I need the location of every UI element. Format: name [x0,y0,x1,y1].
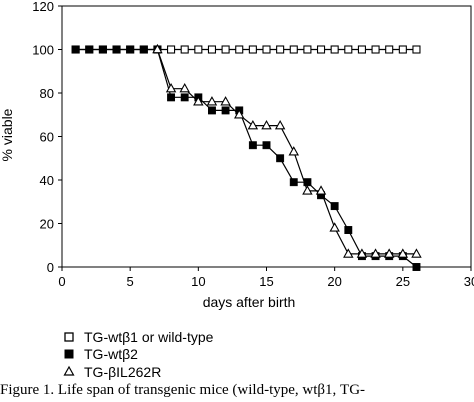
y-tick-label: 40 [40,173,54,188]
data-point-open-triangle [247,119,259,130]
data-point-open-triangle [397,248,409,258]
y-tick-label: 60 [40,130,54,145]
y-tick-label: 100 [32,43,54,58]
data-point-open-square [221,45,230,54]
data-point-filled-square [71,45,80,54]
data-point-open-square [276,45,285,54]
data-point-open-triangle [370,248,381,258]
figure-caption: Figure 1. Life span of transgenic mice (… [0,382,366,398]
series-line-il262r [156,49,417,255]
plot-frame [61,5,472,268]
data-point-filled-square [262,141,271,150]
x-tick-label: 15 [259,274,273,289]
data-point-open-triangle [152,43,163,54]
data-point-open-square [167,45,176,54]
data-point-filled-square [330,202,339,211]
data-point-open-square [207,45,217,54]
data-point-filled-square [85,45,94,54]
data-point-open-triangle [165,83,177,93]
data-point-open-triangle [315,185,327,195]
data-point-open-square [357,45,366,54]
data-point-open-triangle [356,248,368,258]
data-point-open-triangle [206,96,218,106]
x-tick-label: 10 [191,274,205,289]
y-tick-label: 80 [40,86,54,101]
y-tick-label: 120 [32,0,54,14]
data-point-filled-square [180,93,189,102]
x-tick-label: 30 [464,274,474,289]
series-layer [71,43,422,271]
legend-marker-open-triangle [63,365,75,376]
series-il262r [152,43,422,258]
x-tick-label: 5 [127,274,134,289]
data-point-open-triangle [233,109,245,119]
data-point-open-triangle [343,248,354,258]
legend-marker-filled-square [64,349,74,359]
y-tick-label: 20 [40,217,54,232]
data-point-open-square [385,45,394,54]
data-point-open-square [262,45,271,54]
chart-axes: 0 5 10 15 20 25 30 0 20 40 60 80 100 120 [32,0,474,289]
series-wt-beta2 [71,45,421,271]
y-tick-label: 0 [47,260,54,275]
data-point-open-triangle [220,96,231,106]
data-point-open-triangle [274,119,286,130]
data-point-filled-square [412,263,421,271]
data-point-filled-square [248,141,257,150]
data-point-filled-square [221,106,230,115]
data-point-open-triangle [411,248,422,258]
legend-item-il262r: TG-βIL262R [63,364,161,380]
data-point-open-triangle [288,146,300,156]
y-axis-label: % viable [0,108,15,161]
legend-marker-open-square [64,332,74,342]
data-point-open-triangle [302,185,313,195]
data-point-filled-square [126,45,135,54]
x-tick-label: 20 [327,274,341,289]
x-axis-label: days after birth [203,294,296,310]
data-point-open-square [316,45,326,54]
data-point-open-square [344,45,353,54]
data-point-open-square [289,45,298,54]
data-point-open-square [398,45,407,54]
data-point-open-square [180,45,189,54]
data-point-filled-square [167,93,176,102]
legend-label-wt-beta1: TG-wtβ1 or wild-type [84,329,214,345]
data-point-open-triangle [383,248,395,258]
data-point-filled-square [276,154,285,163]
survival-chart: 0 5 10 15 20 25 30 0 20 40 60 80 100 120 days after b… [0,0,474,380]
data-point-open-square [248,45,257,54]
data-point-open-square [303,45,312,54]
legend-item-wt-beta1: TG-wtβ1 or wild-type [64,329,214,345]
data-point-open-square [194,45,203,54]
x-tick-label: 0 [58,274,65,289]
data-point-open-triangle [329,222,340,232]
data-point-open-square [330,45,339,54]
data-point-filled-square [344,226,353,234]
data-point-filled-square [208,106,216,115]
data-point-open-triangle [193,96,204,106]
legend-item-wt-beta2: TG-wtβ2 [64,346,138,362]
data-point-filled-square [112,45,121,54]
legend: TG-wtβ1 or wild-type TG-wtβ2 TG-βIL262R [63,329,214,380]
x-tick-label: 25 [396,274,410,289]
data-point-open-square [235,45,244,54]
data-point-filled-square [139,45,148,54]
series-line-wt-beta2 [75,48,417,268]
legend-label-wt-beta2: TG-wtβ2 [84,346,138,362]
data-point-filled-square [289,178,298,187]
data-point-open-triangle [179,83,190,93]
data-point-open-square [371,45,380,54]
data-point-open-triangle [261,119,272,130]
data-point-open-square [412,45,421,54]
legend-label-il262r: TG-βIL262R [84,364,161,380]
data-point-filled-square [98,45,107,54]
